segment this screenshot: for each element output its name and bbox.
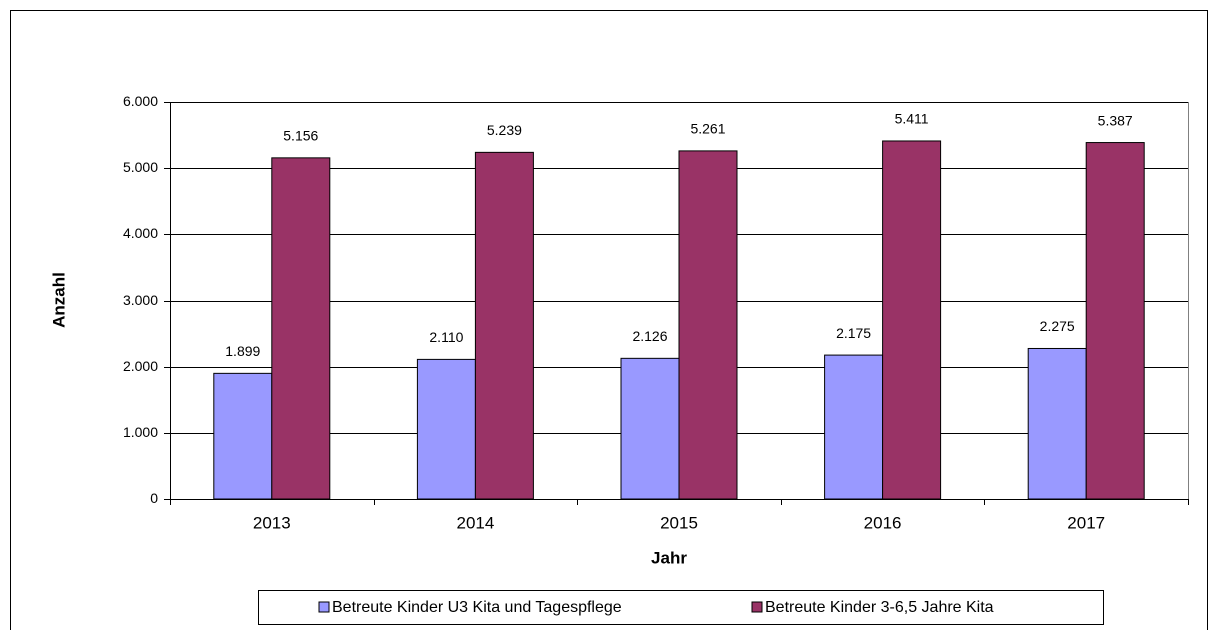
y-tick-label: 1.000	[123, 424, 158, 440]
bar	[271, 157, 331, 500]
legend-label: Betreute Kinder 3-6,5 Jahre Kita	[765, 599, 994, 616]
x-tick-label: 2014	[456, 513, 494, 532]
x-tick-label: 2017	[1067, 513, 1105, 532]
bar	[620, 357, 680, 500]
value-label: 5.239	[487, 122, 522, 138]
y-tick-label: 4.000	[123, 225, 158, 241]
value-label: 2.175	[836, 325, 871, 341]
y-tick-label: 3.000	[123, 292, 158, 308]
x-axis-label: Jahr	[651, 548, 687, 567]
value-label: 2.110	[429, 329, 463, 345]
y-tick-label: 2.000	[123, 358, 158, 374]
bar	[416, 358, 476, 500]
y-tick-label: 0	[150, 490, 158, 506]
y-tick-label: 6.000	[123, 93, 158, 109]
value-label: 2.275	[1040, 318, 1075, 334]
value-label: 5.156	[283, 128, 318, 144]
x-tick-label: 2015	[660, 513, 698, 532]
legend-label: Betreute Kinder U3 Kita und Tagespflege	[332, 599, 622, 616]
bar	[213, 372, 273, 500]
value-label: 5.261	[690, 121, 725, 137]
value-label: 2.126	[632, 328, 667, 344]
x-tick-label: 2016	[864, 513, 902, 532]
bar	[1027, 347, 1087, 500]
x-tick-label: 2013	[253, 513, 291, 532]
legend-swatch	[751, 601, 763, 613]
value-label: 5.387	[1098, 112, 1133, 128]
y-tick-label: 5.000	[123, 159, 158, 175]
y-axis-label: Anzahl	[49, 272, 68, 328]
legend	[258, 590, 1104, 625]
bar	[882, 140, 942, 500]
value-label: 5.411	[895, 111, 929, 127]
bar	[678, 150, 738, 500]
bar	[824, 354, 884, 500]
value-label: 1.899	[225, 343, 260, 359]
bar	[474, 151, 534, 500]
legend-swatch	[318, 601, 330, 613]
bar	[1085, 142, 1145, 500]
